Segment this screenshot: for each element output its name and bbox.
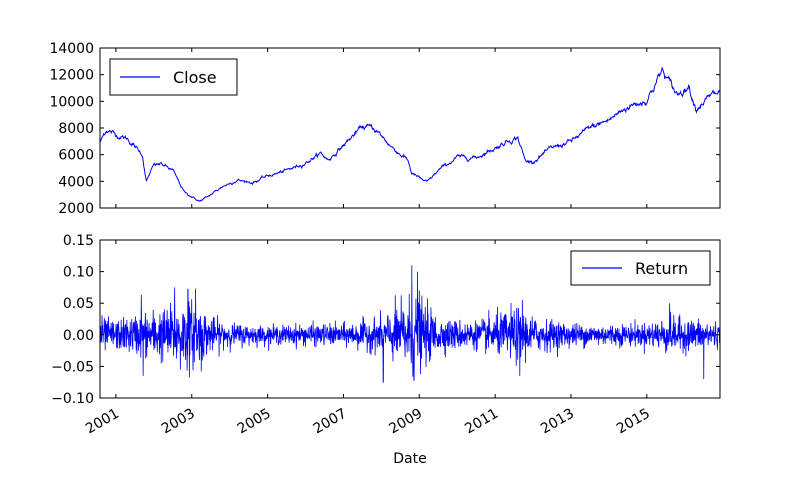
return-y-ticks: −0.10 −0.05 0.00 0.05 0.10 0.15 <box>51 233 720 407</box>
x-tick-label: 2001 <box>83 406 122 438</box>
x-axis-title: Date <box>393 451 426 467</box>
close-panel: 2000 4000 6000 8000 10000 12000 14000 Close <box>49 41 721 217</box>
return-panel: −0.10 −0.05 0.00 0.05 0.10 0.15 2001 2003 2005 2… <box>51 233 721 467</box>
x-tick-label: 2011 <box>462 406 501 438</box>
y-tick-label: 6000 <box>58 148 94 164</box>
y-tick-label: 0.05 <box>63 296 94 312</box>
y-tick-label: 0.00 <box>63 328 94 344</box>
return-line <box>99 265 721 383</box>
y-tick-label: 4000 <box>58 174 94 190</box>
y-tick-label: 2000 <box>58 201 94 217</box>
y-tick-label: 0.15 <box>63 233 94 249</box>
close-legend: Close <box>109 58 238 96</box>
y-tick-label: −0.10 <box>51 391 94 407</box>
y-tick-label: 12000 <box>49 68 94 84</box>
close-line <box>99 66 721 202</box>
y-tick-label: 8000 <box>58 121 94 137</box>
close-x-ticks <box>115 48 648 208</box>
return-legend-label: Return <box>635 259 688 278</box>
close-y-ticks: 2000 4000 6000 8000 10000 12000 14000 <box>49 41 720 217</box>
return-series <box>99 265 721 383</box>
return-axes-frame <box>99 239 721 399</box>
x-tick-label: 2013 <box>538 406 577 438</box>
close-series <box>99 66 721 202</box>
y-tick-label: −0.05 <box>51 359 94 375</box>
x-tick-label: 2005 <box>235 406 274 438</box>
x-tick-label: 2009 <box>386 406 425 438</box>
x-tick-label: 2003 <box>159 406 198 438</box>
return-legend: Return <box>570 250 711 286</box>
y-tick-label: 14000 <box>49 41 94 57</box>
close-legend-label: Close <box>173 68 217 87</box>
x-tick-label: 2015 <box>614 406 653 438</box>
y-tick-label: 0.10 <box>63 265 94 281</box>
y-tick-label: 10000 <box>49 94 94 110</box>
close-axes-frame <box>99 47 721 209</box>
x-tick-label: 2007 <box>311 406 350 438</box>
